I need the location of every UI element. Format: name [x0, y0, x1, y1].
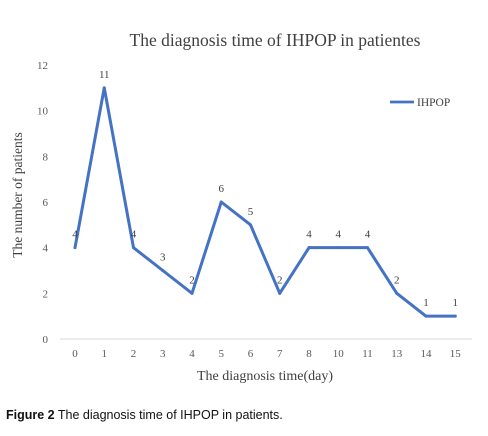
figure-caption: Figure 2 The diagnosis time of IHPOP in …	[6, 408, 482, 422]
data-label: 1	[453, 297, 459, 309]
data-label: 2	[394, 274, 400, 286]
x-tick-labels: 0 1 2 3 4 5 6 7 8 10 11 13 14 15	[72, 348, 461, 360]
x-axis-label: The diagnosis time(day)	[197, 369, 333, 384]
data-point	[190, 291, 194, 295]
y-tick-label: 6	[43, 197, 49, 209]
data-point	[366, 246, 369, 250]
data-label: 5	[248, 206, 254, 218]
data-label: 2	[277, 274, 283, 286]
x-tick-label: 3	[160, 348, 166, 360]
x-tick-label: 8	[306, 348, 312, 360]
y-tick-label: 4	[43, 243, 49, 255]
data-label: 3	[160, 252, 166, 264]
data-point	[307, 246, 311, 250]
y-tick-label: 10	[37, 106, 49, 118]
chart-title: The diagnosis time of IHPOP in patientes	[130, 30, 421, 50]
data-point	[453, 314, 457, 318]
x-tick-label: 7	[277, 348, 283, 360]
data-label: 6	[219, 183, 225, 195]
data-point	[395, 291, 399, 295]
data-label: 4	[336, 229, 342, 241]
data-point	[132, 246, 135, 250]
x-tick-label: 6	[248, 348, 254, 360]
data-point	[161, 269, 165, 272]
data-point	[102, 86, 106, 90]
legend-label: IHPOP	[417, 97, 450, 109]
data-point	[219, 200, 223, 204]
data-label: 4	[365, 229, 371, 241]
data-label: 4	[72, 229, 78, 241]
caption-text: The diagnosis time of IHPOP in patients.	[54, 408, 283, 422]
data-point	[278, 291, 282, 295]
series-group	[73, 86, 457, 318]
caption-label: Figure 2	[6, 408, 55, 422]
chart-svg: The diagnosis time of IHPOP in patientes…	[10, 30, 472, 384]
y-tick-label: 2	[43, 288, 49, 300]
x-tick-label: 13	[391, 348, 403, 360]
x-tick-label: 5	[219, 348, 225, 360]
y-axis-label: The number of patients	[10, 132, 25, 258]
line-chart: The diagnosis time of IHPOP in patientes…	[10, 30, 472, 384]
x-tick-label: 10	[333, 348, 345, 360]
data-label: 1	[423, 297, 429, 309]
y-tick-labels: 0 2 4 6 8 10 12	[37, 60, 49, 346]
series-line-ihpop	[73, 86, 457, 318]
data-point	[73, 246, 77, 250]
data-label: 4	[306, 229, 312, 241]
data-label: 4	[131, 229, 137, 241]
x-tick-label: 1	[102, 348, 108, 360]
y-tick-label: 12	[37, 60, 48, 72]
data-point	[336, 246, 340, 250]
x-tick-label: 14	[421, 348, 433, 360]
data-point	[249, 223, 252, 227]
data-label: 2	[189, 274, 195, 286]
x-tick-label: 4	[189, 348, 195, 360]
data-label: 11	[99, 69, 110, 81]
x-tick-label: 15	[450, 348, 462, 360]
legend: IHPOP	[390, 97, 450, 109]
x-tick-label: 0	[72, 348, 78, 360]
x-tick-label: 2	[131, 348, 137, 360]
y-tick-label: 8	[43, 151, 49, 163]
x-tick-label: 11	[362, 348, 373, 360]
y-tick-label: 0	[43, 334, 49, 346]
data-point	[424, 314, 428, 318]
